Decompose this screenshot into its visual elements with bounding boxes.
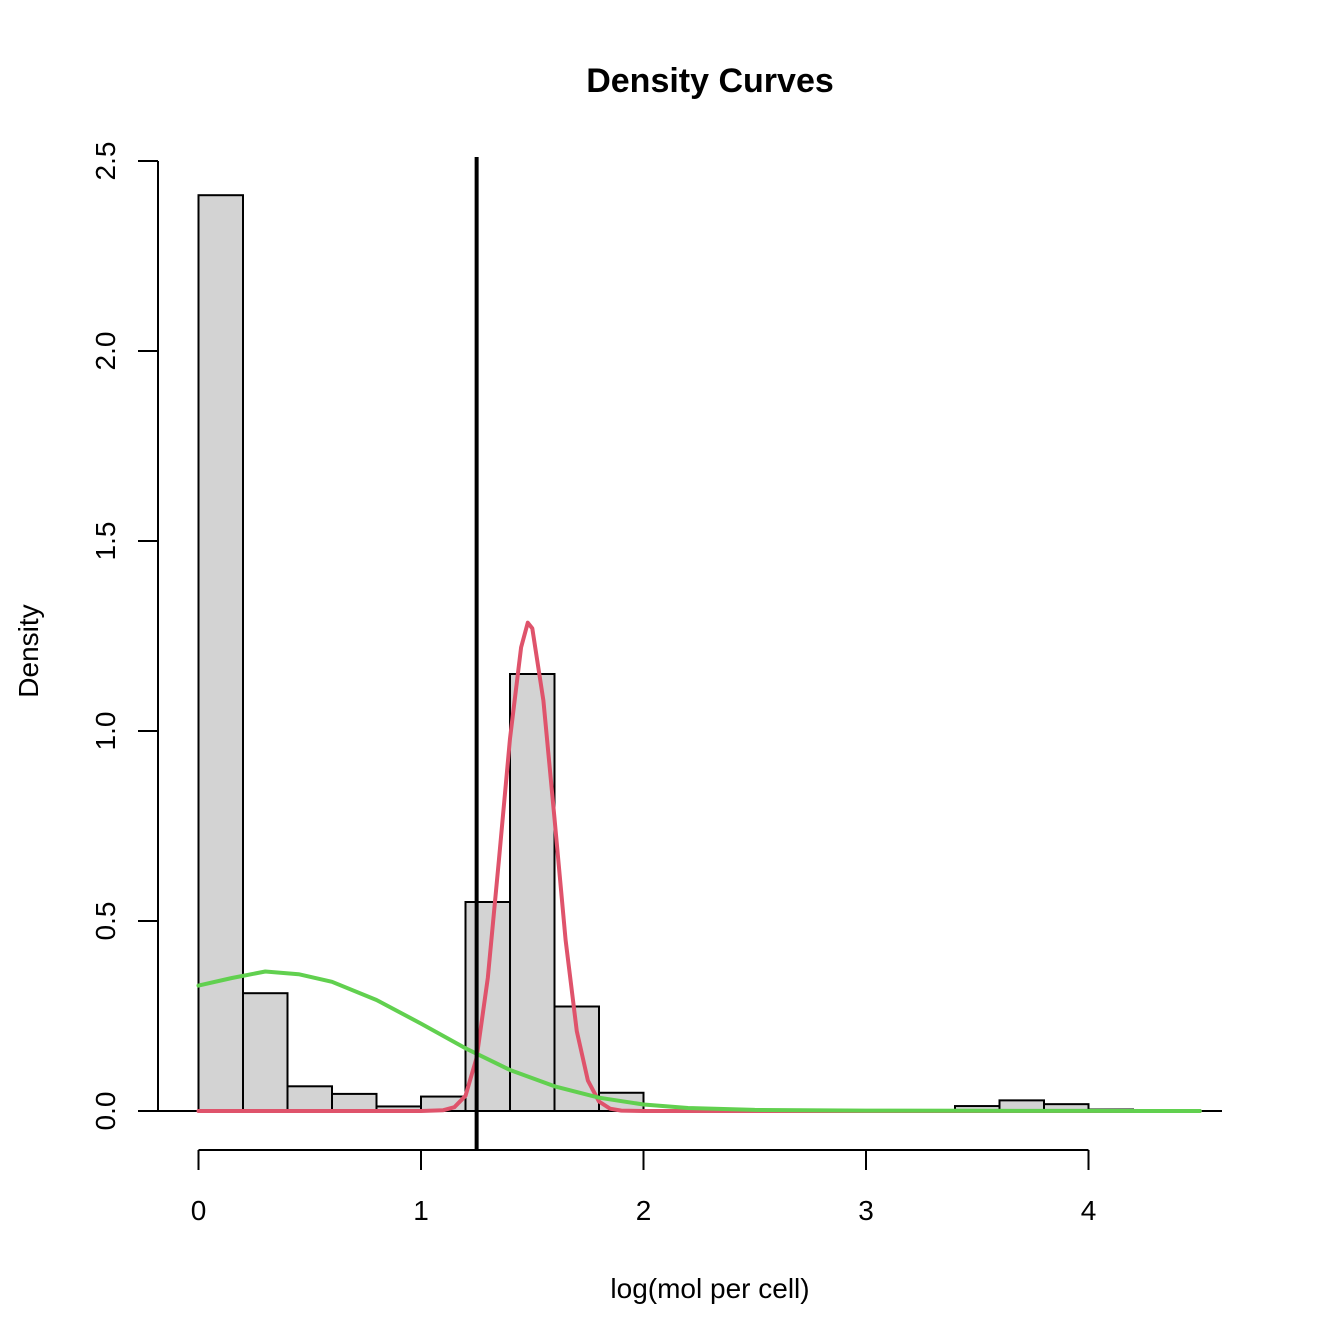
- density-curve-green: [196, 969, 1202, 1113]
- y-tick-label: 1.0: [90, 712, 121, 751]
- y-axis-label: Density: [13, 604, 44, 697]
- y-tick-label: 0.0: [90, 1092, 121, 1131]
- chart-title: Density Curves: [586, 62, 834, 100]
- y-tick-label: 0.5: [90, 902, 121, 941]
- x-axis-label: log(mol per cell): [610, 1273, 809, 1304]
- y-axis: 0.0 0.5 1.0 1.5 2.0 2.5: [90, 142, 159, 1131]
- x-axis: 0 1 2 3 4: [191, 1149, 1097, 1226]
- x-tick-label: 4: [1081, 1195, 1097, 1226]
- y-tick-label: 2.0: [90, 332, 121, 371]
- y-tick-label: 1.5: [90, 522, 121, 561]
- histogram-bars: [197, 194, 1134, 1113]
- histogram-bar: [197, 194, 244, 1112]
- x-tick-label: 1: [413, 1195, 429, 1226]
- density-curve-red: [196, 620, 1202, 1113]
- histogram-bar: [242, 992, 289, 1113]
- density-curves: [196, 620, 1202, 1113]
- x-tick-label: 3: [858, 1195, 874, 1226]
- histogram-bar: [331, 1092, 378, 1113]
- histogram-bar: [286, 1085, 333, 1113]
- y-tick-label: 2.5: [90, 142, 121, 181]
- x-tick-label: 0: [191, 1195, 207, 1226]
- x-tick-label: 2: [636, 1195, 652, 1226]
